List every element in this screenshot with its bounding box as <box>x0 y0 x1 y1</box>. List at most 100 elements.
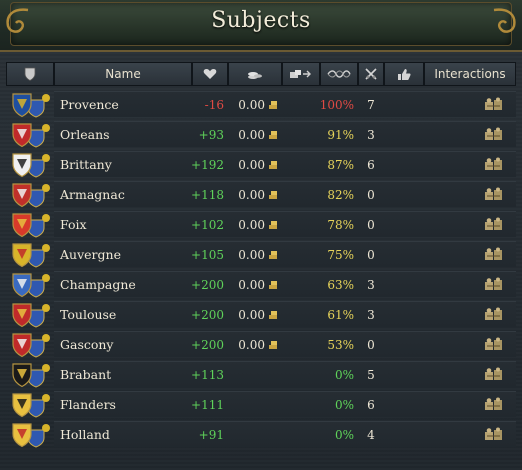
coat-of-arms-icon[interactable] <box>10 182 52 208</box>
table-row[interactable]: Gascony +200 0.00 53% 0 <box>6 330 516 358</box>
opinion-value: +91 <box>192 421 228 447</box>
ornament-right-icon <box>493 8 516 33</box>
column-header-army[interactable] <box>358 62 384 86</box>
column-header-trade[interactable] <box>282 62 320 86</box>
table-row[interactable]: Provence -16 0.00 100% 7 <box>6 90 516 118</box>
column-header-opinion[interactable] <box>192 62 228 86</box>
trade-cell <box>282 91 320 117</box>
table-row[interactable]: Holland +91 0% 4 <box>6 420 516 448</box>
table-row[interactable]: Brabant +113 0% 5 <box>6 360 516 388</box>
favor-cell <box>384 91 424 117</box>
army-value: 0 <box>358 211 384 237</box>
table-row[interactable]: Flanders +111 0% 6 <box>6 390 516 418</box>
interaction-icon[interactable] <box>484 97 504 113</box>
interaction-icon[interactable] <box>484 187 504 203</box>
liberty-desire-value: 100% <box>320 91 358 117</box>
coat-of-arms-icon[interactable] <box>10 422 52 448</box>
coins-icon <box>248 72 262 79</box>
table-row[interactable]: Foix +102 0.00 78% 0 <box>6 210 516 238</box>
table-row[interactable]: Champagne +200 0.00 63% 3 <box>6 270 516 298</box>
trade-cell <box>282 181 320 207</box>
coat-of-arms-icon[interactable] <box>10 212 52 238</box>
column-header-favor[interactable] <box>384 62 424 86</box>
subject-name: Foix <box>54 211 192 237</box>
flag-cell <box>6 331 54 358</box>
army-value: 4 <box>358 421 384 447</box>
interaction-icon[interactable] <box>484 337 504 353</box>
favor-cell <box>384 301 424 327</box>
trade-cell <box>282 301 320 327</box>
gold-coins-icon <box>269 220 277 229</box>
interaction-icon[interactable] <box>484 127 504 143</box>
liberty-desire-value: 91% <box>320 121 358 147</box>
opinion-value: +102 <box>191 211 228 237</box>
column-header-shield[interactable] <box>6 62 54 86</box>
favor-cell <box>384 421 424 447</box>
column-header-name[interactable]: Name <box>54 62 192 86</box>
favor-cell <box>384 211 424 237</box>
subject-name: Brabant <box>54 361 192 387</box>
interaction-icon[interactable] <box>484 427 504 443</box>
thumbs-up-icon <box>398 68 411 80</box>
gold-coins-icon <box>269 250 277 259</box>
flag-cell <box>6 421 54 448</box>
trade-cell <box>282 241 320 267</box>
liberty-desire-value: 78% <box>320 211 358 237</box>
liberty-desire-value: 63% <box>320 271 358 297</box>
table-row[interactable]: Brittany +192 0.00 87% 6 <box>6 150 516 178</box>
liberty-desire-value: 82% <box>320 181 358 207</box>
table-row[interactable]: Toulouse +200 0.00 61% 3 <box>6 300 516 328</box>
interaction-icon[interactable] <box>484 277 504 293</box>
favor-cell <box>384 121 424 147</box>
flag-cell <box>6 301 54 328</box>
opinion-value: +200 <box>191 301 228 327</box>
coat-of-arms-icon[interactable] <box>10 242 52 268</box>
interaction-icon[interactable] <box>484 307 504 323</box>
favor-cell <box>384 331 424 357</box>
crossed-swords-icon <box>365 68 377 80</box>
column-interactions-label: Interactions <box>434 67 506 81</box>
opinion-value: +200 <box>191 331 228 357</box>
interactions-cell <box>424 331 516 357</box>
coat-of-arms-icon[interactable] <box>10 392 52 418</box>
interaction-icon[interactable] <box>484 247 504 263</box>
coat-of-arms-icon[interactable] <box>10 302 52 328</box>
opinion-value: +93 <box>192 121 228 147</box>
interaction-icon[interactable] <box>484 217 504 233</box>
column-header-interactions[interactable]: Interactions <box>424 62 516 86</box>
income-value: 0.00 <box>238 277 265 292</box>
income-cell: 0.00 <box>228 121 282 147</box>
coat-of-arms-icon[interactable] <box>10 92 52 118</box>
trade-cell <box>282 211 320 237</box>
coat-of-arms-icon[interactable] <box>10 122 52 148</box>
coat-of-arms-icon[interactable] <box>10 152 52 178</box>
coat-of-arms-icon[interactable] <box>10 332 52 358</box>
table-row[interactable]: Orleans +93 0.00 91% 3 <box>6 120 516 148</box>
window-title: Subjects <box>211 8 311 33</box>
favor-cell <box>384 181 424 207</box>
gold-coins-icon <box>269 340 277 349</box>
interaction-icon[interactable] <box>484 157 504 173</box>
column-header-liberty[interactable] <box>320 62 358 86</box>
favor-cell <box>384 271 424 297</box>
coat-of-arms-icon[interactable] <box>10 362 52 388</box>
column-header-income[interactable] <box>228 62 282 86</box>
coat-of-arms-icon[interactable] <box>10 272 52 298</box>
income-cell: 0.00 <box>228 331 282 357</box>
favor-cell <box>384 391 424 417</box>
subject-name: Champagne <box>54 271 192 297</box>
income-value: 0.00 <box>238 307 265 322</box>
army-value: 6 <box>358 391 384 417</box>
income-cell <box>228 391 282 417</box>
table-row[interactable]: Auvergne +105 0.00 75% 0 <box>6 240 516 268</box>
shield-icon <box>24 67 36 81</box>
interactions-cell <box>424 151 516 177</box>
subject-name: Auvergne <box>54 241 192 267</box>
interactions-cell <box>424 421 516 447</box>
interaction-icon[interactable] <box>484 397 504 413</box>
heart-icon <box>203 69 217 79</box>
interaction-icon[interactable] <box>484 367 504 383</box>
table-row[interactable]: Armagnac +118 0.00 82% 0 <box>6 180 516 208</box>
army-value: 0 <box>358 181 384 207</box>
liberty-desire-value: 0% <box>320 421 358 447</box>
